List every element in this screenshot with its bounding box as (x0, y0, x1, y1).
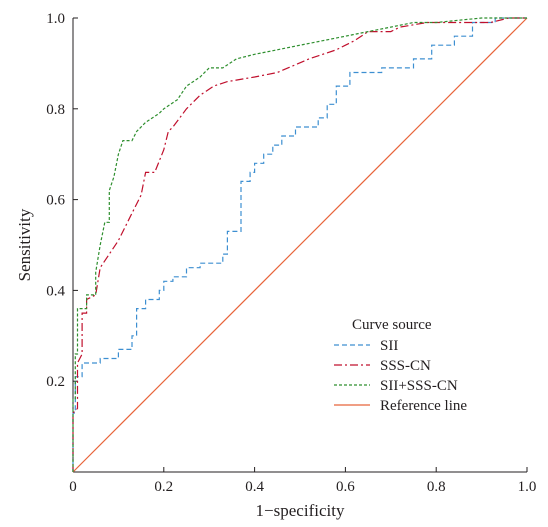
series-layer (72, 17, 528, 473)
legend-title: Curve source (352, 317, 432, 333)
x-tick-label: 0.4 (245, 479, 264, 495)
series-line-sii (72, 17, 527, 472)
legend-entry-label: SII+SSS-CN (380, 378, 458, 394)
x-tick-label: 0.8 (427, 479, 446, 495)
legend: Curve source SII SSS-CN SII+SSS-CN Referenc… (334, 317, 467, 414)
y-tick-label: 0.2 (46, 374, 65, 390)
x-axis-ticks: 0 0.2 0.4 0.6 0.8 1.0 (69, 467, 536, 495)
x-tick-label: 0 (69, 479, 77, 495)
y-tick-label: 0.4 (46, 283, 65, 299)
series-line-sss-cn (72, 17, 527, 472)
legend-entry-label: SII (380, 338, 398, 354)
series-line-reference-line (72, 17, 528, 473)
x-tick-label: 0.2 (154, 479, 173, 495)
y-axis-label: Sensitivity (15, 208, 34, 281)
legend-entry-label: SSS-CN (380, 358, 431, 374)
y-axis-ticks: 0.2 0.4 0.6 0.8 1.0 (46, 11, 78, 390)
x-tick-label: 0.6 (336, 479, 355, 495)
series-line-sii-sss-cn (72, 17, 527, 472)
y-tick-label: 0.6 (46, 193, 65, 209)
y-tick-label: 1.0 (46, 11, 65, 27)
x-tick-label: 1.0 (518, 479, 537, 495)
y-tick-label: 0.8 (46, 102, 65, 118)
legend-entry-label: Reference line (380, 398, 467, 414)
x-axis-label: 1−specificity (256, 501, 345, 520)
